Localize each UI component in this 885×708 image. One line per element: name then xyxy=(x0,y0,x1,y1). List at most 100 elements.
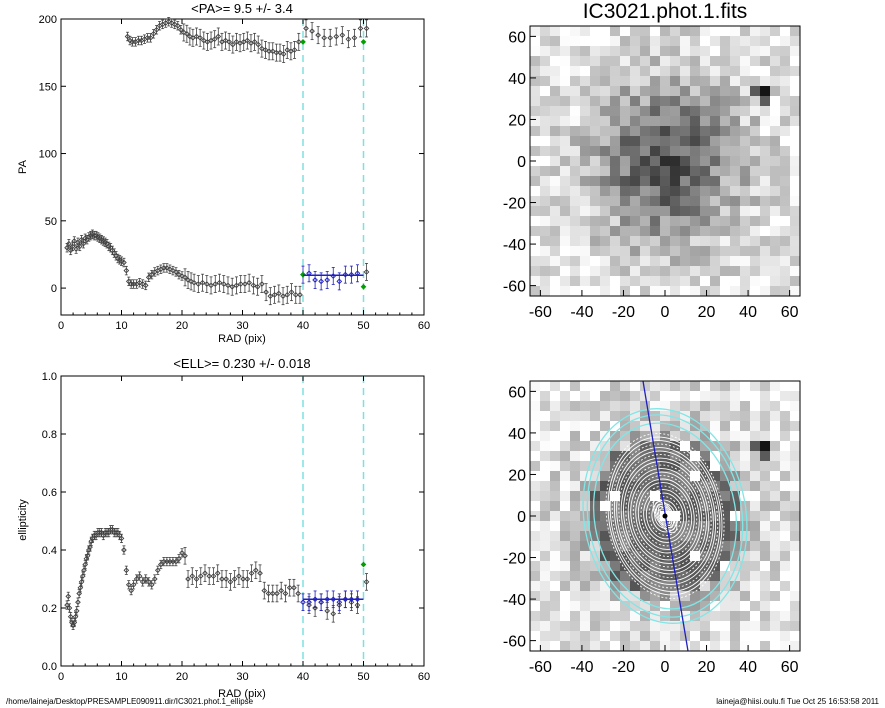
image-pixel xyxy=(550,26,561,37)
image-pixel xyxy=(700,511,711,522)
pa-plot-frame xyxy=(60,18,425,316)
data-point xyxy=(145,274,152,281)
image-pixel xyxy=(600,411,611,422)
image-pixel xyxy=(580,611,591,622)
image-pixel xyxy=(560,166,571,177)
image-pixel xyxy=(770,226,781,237)
image-pixel xyxy=(720,621,731,632)
image-pixel xyxy=(710,76,721,87)
image-pixel xyxy=(780,611,791,622)
image-pixel xyxy=(550,551,561,562)
image-pixel xyxy=(760,461,771,472)
image-pixel xyxy=(590,631,601,642)
data-point xyxy=(309,28,315,34)
image-pixel xyxy=(550,461,561,472)
image-pixel xyxy=(530,166,541,177)
image-pixel xyxy=(530,246,541,257)
image-pixel xyxy=(540,166,551,177)
image-pixel xyxy=(670,76,681,87)
image-pixel xyxy=(530,461,541,472)
image-pixel xyxy=(560,571,571,582)
image-pixel xyxy=(570,431,581,442)
image-pixel xyxy=(640,46,651,57)
image-pixel xyxy=(550,581,561,592)
image-pixel xyxy=(610,256,621,267)
image-pixel xyxy=(540,146,551,157)
image-pixel xyxy=(710,571,721,582)
image-pixel xyxy=(660,401,671,412)
image-pixel xyxy=(780,186,791,197)
image-pixel xyxy=(630,266,641,277)
image-pixel xyxy=(620,246,631,257)
image-pixel xyxy=(720,116,731,127)
image-pixel xyxy=(630,36,641,47)
image-pixel xyxy=(790,206,801,217)
image-pixel xyxy=(790,491,801,502)
image-x-tick-label: -40 xyxy=(570,659,593,676)
image-pixel xyxy=(690,236,701,247)
image-pixel xyxy=(580,491,591,502)
image-pixel xyxy=(700,421,711,432)
image-pixel xyxy=(640,136,651,147)
image-pixel xyxy=(760,571,771,582)
data-point xyxy=(170,267,176,274)
image-pixel xyxy=(620,266,631,277)
image-pixel xyxy=(760,631,771,642)
image-pixel xyxy=(710,521,721,532)
image-pixel xyxy=(700,176,711,187)
image-pixel xyxy=(660,196,671,207)
image-pixel xyxy=(550,481,561,492)
image-pixel xyxy=(530,421,541,432)
ell-plot-frame xyxy=(60,375,425,667)
image-pixel xyxy=(540,276,551,287)
image-pixel xyxy=(660,136,671,147)
data-point xyxy=(125,581,132,588)
image-pixel xyxy=(680,541,691,552)
image-pixel xyxy=(600,156,611,167)
image-pixel xyxy=(530,86,541,97)
image-pixel xyxy=(690,591,701,602)
image-pixel xyxy=(700,156,711,167)
image-pixel xyxy=(710,381,721,392)
image-pixel xyxy=(540,56,551,67)
image-pixel xyxy=(690,186,701,197)
data-point xyxy=(275,290,282,297)
image-pixel xyxy=(720,36,731,47)
image-pixel xyxy=(580,86,591,97)
image-pixel xyxy=(770,236,781,247)
image-pixel xyxy=(700,26,711,37)
image-pixel xyxy=(700,631,711,642)
data-point xyxy=(259,281,265,287)
image-pixel xyxy=(710,246,721,257)
image-pixel xyxy=(720,176,731,187)
image-pixel xyxy=(600,66,611,77)
image-pixel xyxy=(560,611,571,622)
data-point xyxy=(179,550,185,556)
image-pixel xyxy=(680,216,691,227)
image-pixel xyxy=(530,551,541,562)
image-pixel xyxy=(750,46,761,57)
image-pixel xyxy=(620,621,631,632)
image-pixel xyxy=(790,106,801,117)
data-point xyxy=(336,599,343,606)
image-pixel xyxy=(740,286,751,297)
image-pixel xyxy=(540,106,551,117)
image-pixel xyxy=(790,641,801,652)
image-pixel xyxy=(560,391,571,402)
image-pixel xyxy=(540,186,551,197)
image-pixel xyxy=(790,551,801,562)
image-pixel xyxy=(780,381,791,392)
image-pixel xyxy=(620,276,631,287)
image-pixel xyxy=(620,441,631,452)
image-pixel xyxy=(560,256,571,267)
image-pixel xyxy=(650,421,661,432)
image-pixel xyxy=(570,266,581,277)
image-pixel xyxy=(740,46,751,57)
image-pixel xyxy=(770,36,781,47)
image-pixel xyxy=(710,116,721,127)
image-pixel xyxy=(570,96,581,107)
image-pixel xyxy=(550,501,561,512)
image-pixel xyxy=(690,401,701,412)
image-pixel xyxy=(650,26,661,37)
